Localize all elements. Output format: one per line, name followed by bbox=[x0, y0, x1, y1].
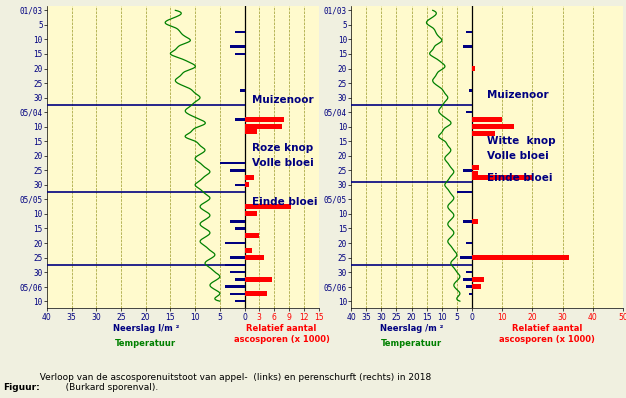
Bar bbox=[463, 220, 472, 222]
Bar bbox=[230, 220, 245, 222]
Bar bbox=[245, 124, 282, 129]
Bar bbox=[457, 191, 472, 193]
Bar bbox=[230, 293, 245, 295]
Text: Volle bloei: Volle bloei bbox=[487, 151, 549, 161]
Bar bbox=[235, 300, 245, 302]
Bar bbox=[472, 124, 514, 129]
Text: Temperatuur: Temperatuur bbox=[115, 339, 177, 349]
Bar bbox=[245, 277, 272, 282]
Bar bbox=[463, 45, 472, 48]
Bar bbox=[245, 117, 284, 122]
Bar bbox=[472, 131, 495, 137]
Text: Relatief aantal
ascosporen (x 1000): Relatief aantal ascosporen (x 1000) bbox=[233, 324, 329, 344]
Bar bbox=[245, 204, 292, 209]
Bar bbox=[466, 111, 472, 113]
Bar bbox=[472, 66, 475, 71]
Bar bbox=[472, 165, 480, 170]
Text: Verloop van de ascosporenuitstoot van appel-  (links) en perenschurft (rechts) i: Verloop van de ascosporenuitstoot van ap… bbox=[34, 373, 432, 392]
Text: Volle bloei: Volle bloei bbox=[252, 158, 314, 168]
Bar bbox=[230, 256, 245, 259]
Bar bbox=[245, 233, 259, 238]
Bar bbox=[472, 255, 568, 260]
Text: Einde bloei: Einde bloei bbox=[252, 197, 317, 207]
Bar bbox=[472, 171, 478, 176]
Bar bbox=[472, 117, 502, 122]
Bar bbox=[245, 255, 264, 260]
Bar bbox=[230, 271, 245, 273]
Bar bbox=[463, 169, 472, 172]
Text: Witte  knop: Witte knop bbox=[487, 136, 556, 146]
Text: Neerslag /m ²: Neerslag /m ² bbox=[380, 324, 443, 334]
Bar bbox=[466, 242, 472, 244]
Text: Muizenoor: Muizenoor bbox=[487, 90, 548, 100]
Bar bbox=[240, 89, 245, 92]
Bar bbox=[225, 285, 245, 288]
Bar bbox=[220, 162, 245, 164]
Bar bbox=[235, 53, 245, 55]
Text: Roze knop: Roze knop bbox=[252, 144, 313, 154]
Bar bbox=[466, 31, 472, 33]
Bar bbox=[245, 291, 267, 297]
Bar bbox=[225, 263, 245, 266]
Bar bbox=[245, 129, 257, 134]
Bar bbox=[245, 175, 254, 180]
Bar bbox=[472, 175, 532, 180]
Text: Neerslag l/m ²: Neerslag l/m ² bbox=[113, 324, 179, 334]
Bar bbox=[235, 31, 245, 33]
Text: Relatief aantal
ascosporen (x 1000): Relatief aantal ascosporen (x 1000) bbox=[500, 324, 595, 344]
Bar bbox=[235, 118, 245, 121]
Bar bbox=[460, 256, 472, 259]
Bar bbox=[472, 277, 484, 282]
Bar bbox=[235, 278, 245, 281]
Bar bbox=[466, 271, 472, 273]
Bar bbox=[472, 284, 481, 289]
Bar bbox=[235, 183, 245, 186]
Bar bbox=[230, 169, 245, 172]
Text: Einde bloei: Einde bloei bbox=[487, 173, 553, 183]
Bar bbox=[463, 278, 472, 281]
Bar bbox=[245, 248, 252, 253]
Bar bbox=[225, 242, 245, 244]
Bar bbox=[466, 285, 472, 288]
Text: Figuur:: Figuur: bbox=[3, 383, 40, 392]
Bar bbox=[245, 182, 249, 187]
Bar bbox=[469, 89, 472, 92]
Bar bbox=[235, 227, 245, 230]
Text: Muizenoor: Muizenoor bbox=[252, 96, 314, 105]
Text: Temperatuur: Temperatuur bbox=[381, 339, 442, 349]
Bar bbox=[230, 45, 245, 48]
Bar bbox=[245, 211, 257, 217]
Bar bbox=[472, 219, 478, 224]
Bar bbox=[469, 293, 472, 295]
